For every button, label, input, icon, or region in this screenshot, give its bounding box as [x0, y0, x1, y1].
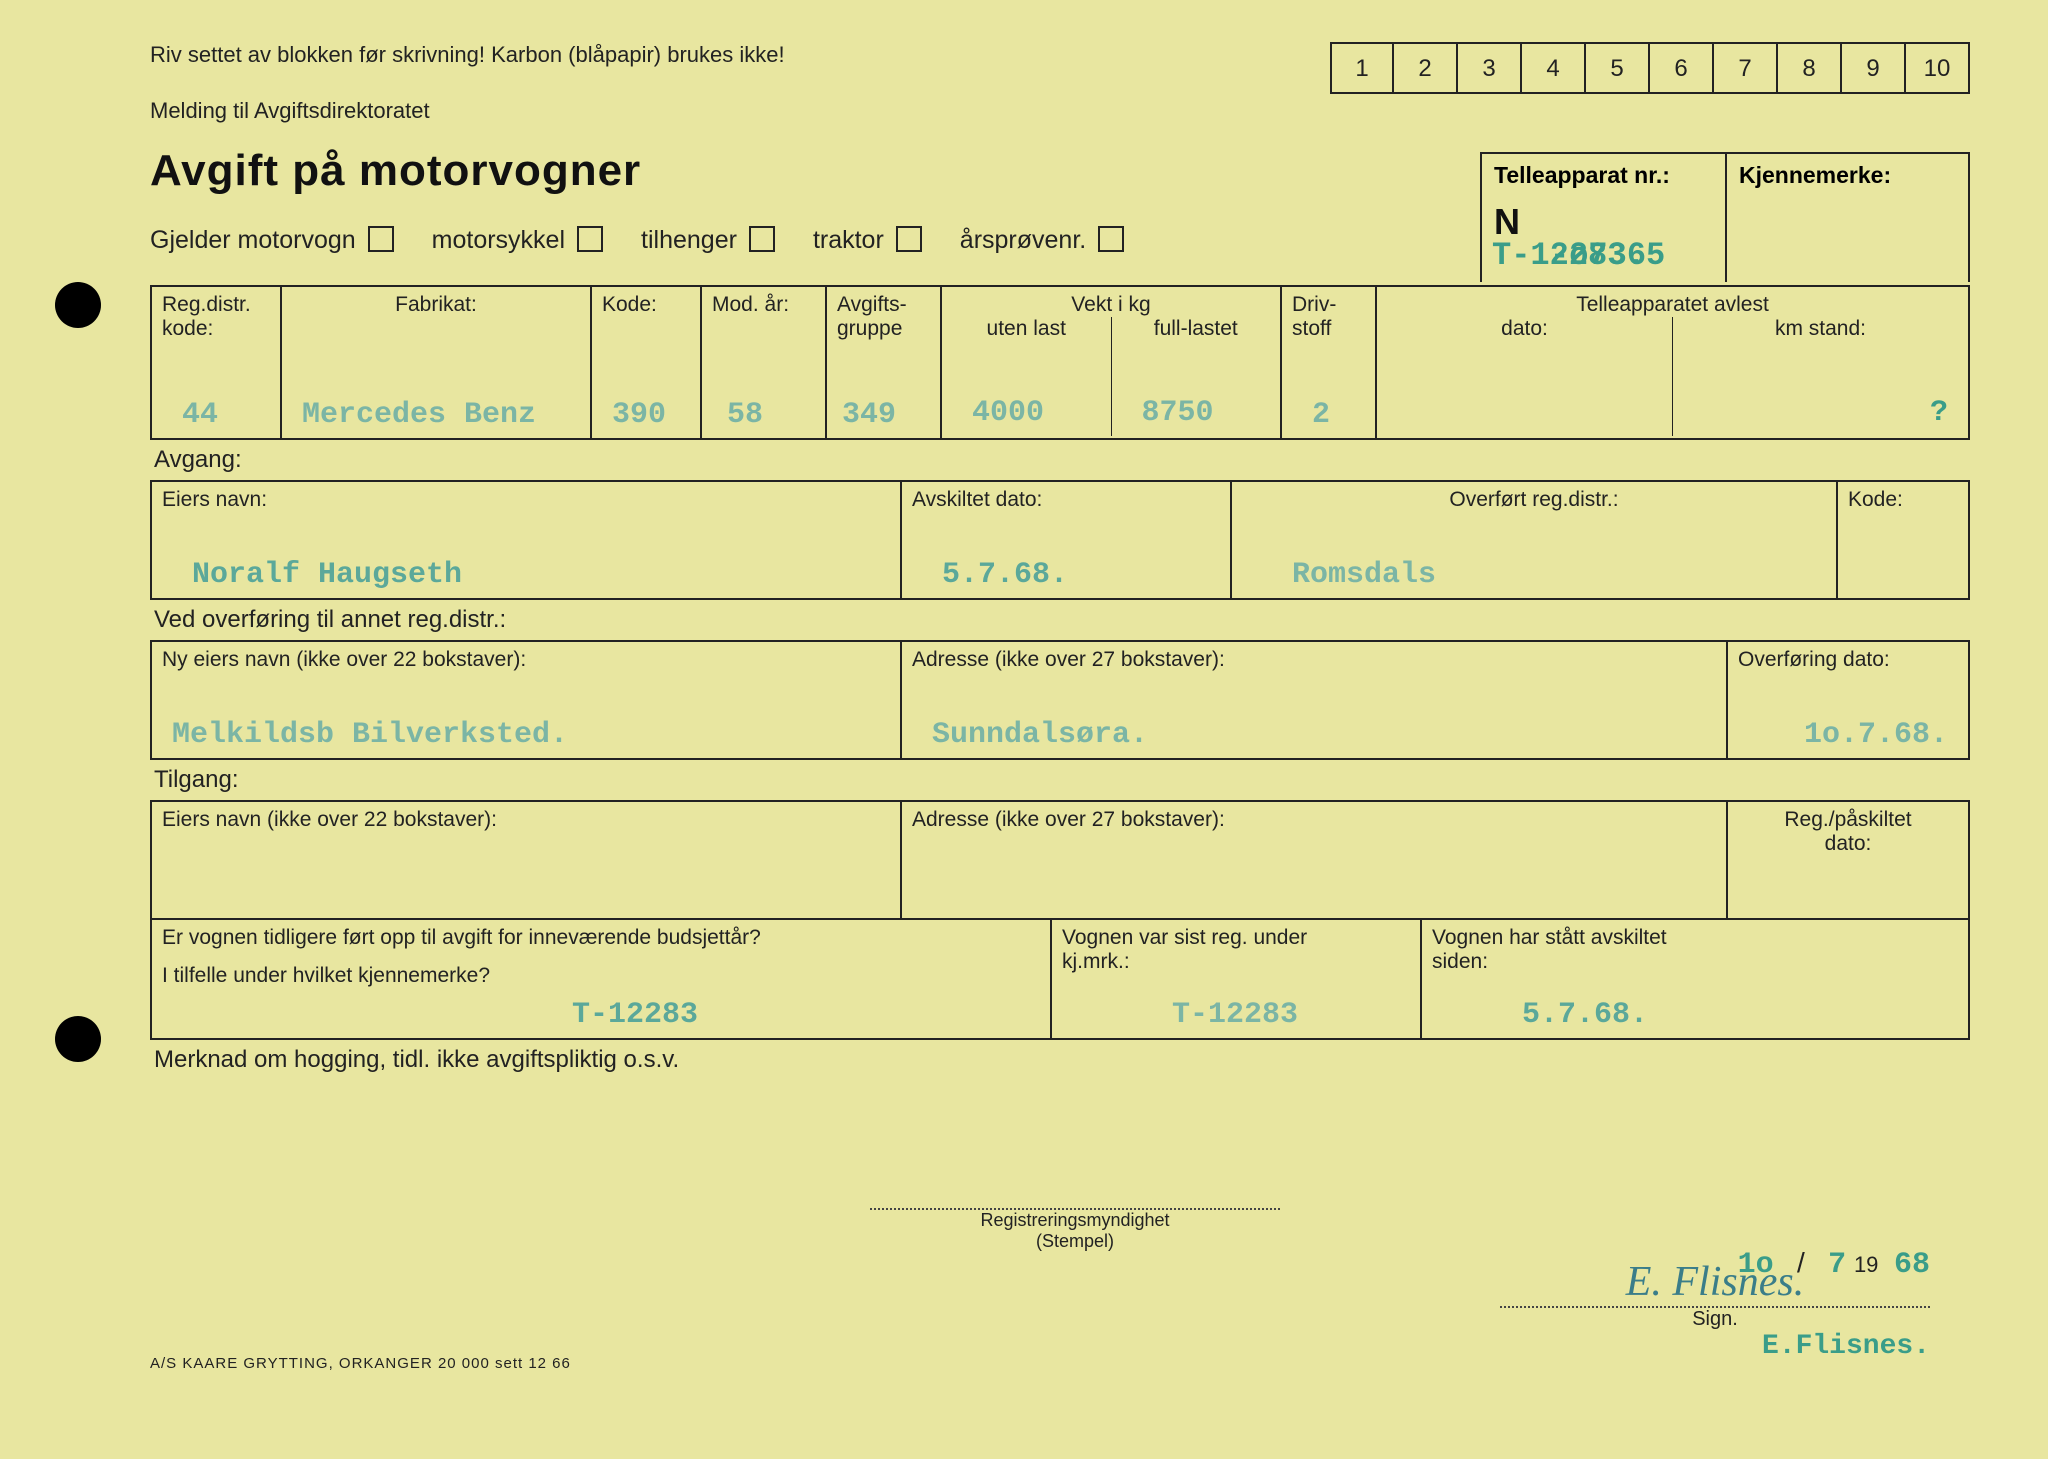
ovfreg-value: Romsdals [1292, 558, 1436, 592]
vekt-label: Vekt i kg [942, 287, 1280, 317]
kjennemerke-label: Kjennemerke: [1739, 162, 1956, 189]
avgang-section-label: Avgang: [154, 446, 1970, 474]
utenlast-label: uten last [952, 317, 1101, 341]
tilhenger-checkbox[interactable] [749, 226, 775, 252]
drivstoff-value: 2 [1312, 398, 1330, 432]
fabrikat-value: Mercedes Benz [302, 398, 536, 432]
ovfdato-label: Overføring dato: [1738, 648, 1958, 672]
motorsykkel-checkbox[interactable] [577, 226, 603, 252]
vehicle-data-row: Reg.distr. kode: 44 Fabrikat: Mercedes B… [150, 285, 1970, 440]
nyeier-label: Ny eiers navn (ikke over 22 bokstaver): [162, 648, 890, 672]
gjelder-label: Gjelder motorvogn [150, 226, 356, 254]
numbox-1: 1 [1330, 42, 1394, 94]
tilhenger-label: tilhenger [641, 226, 737, 254]
avgang-row: Eiers navn: Noralf Haugseth Avskiltet da… [150, 480, 1970, 600]
overforing-section-label: Ved overføring til annet reg.distr.: [154, 606, 1970, 634]
tilgang-eier-label: Eiers navn (ikke over 22 bokstaver): [162, 808, 890, 832]
eier-label: Eiers navn: [162, 488, 890, 512]
adr-label: Adresse (ikke over 27 bokstaver): [912, 648, 1716, 672]
kmstand-value: ? [1930, 396, 1948, 430]
motorsykkel-label: motorsykkel [432, 226, 565, 254]
stempel-label2: (Stempel) [870, 1231, 1280, 1252]
tilgang-row: Eiers navn (ikke over 22 bokstaver): Adr… [150, 800, 1970, 920]
ovfdato-value: 1o.7.68. [1804, 718, 1948, 752]
merknad-label: Merknad om hogging, tidl. ikke avgiftspl… [154, 1046, 1970, 1074]
overforing-row: Ny eiers navn (ikke over 22 bokstaver): … [150, 640, 1970, 760]
modar-label: Mod. år: [712, 293, 815, 317]
arsprovenr-label: årsprøvenr. [960, 226, 1086, 254]
ovfreg-label: Overført reg.distr.: [1242, 488, 1826, 512]
numbox-8: 8 [1778, 42, 1842, 94]
numbox-7: 7 [1714, 42, 1778, 94]
avgang-kode-label: Kode: [1848, 488, 1958, 512]
avsk-value: 5.7.68. [942, 558, 1068, 592]
sig-name: E.Flisnes. [1500, 1331, 1930, 1362]
numbox-3: 3 [1458, 42, 1522, 94]
avgifts-value: 349 [842, 398, 896, 432]
sistreg-label: Vognen var sist reg. under kj.mrk.: [1062, 926, 1410, 974]
question-row: Er vognen tidligere ført opp til avgift … [150, 920, 1970, 1040]
numbox-10: 10 [1906, 42, 1970, 94]
kjennemerke-box: Kjennemerke: T-12283. [1725, 152, 1970, 282]
kode-value: 390 [612, 398, 666, 432]
numbox-2: 2 [1394, 42, 1458, 94]
melding-text: Melding til Avgiftsdirektoratet [150, 98, 1970, 124]
regdistr-value: 44 [182, 398, 218, 432]
avsk-label: Avskiltet dato: [912, 488, 1220, 512]
avsk-q-label: Vognen har stått avskiltet siden: [1432, 926, 1958, 974]
fabrikat-label: Fabrikat: [292, 293, 580, 317]
avgifts-label: Avgifts- gruppe [837, 293, 930, 341]
dato-label: dato: [1387, 317, 1662, 341]
drivstoff-label: Driv- stoff [1292, 293, 1365, 341]
numbox-9: 9 [1842, 42, 1906, 94]
printer-info: A/S KAARE GRYTTING, ORKANGER 20 000 sett… [150, 1355, 571, 1372]
modar-value: 58 [727, 398, 763, 432]
kjennemerke-value: T-12283. [1492, 237, 1646, 274]
utenlast-value: 4000 [972, 396, 1044, 430]
sign-label: Sign. [1500, 1308, 1930, 1331]
tilgang-adr-label: Adresse (ikke over 27 bokstaver): [912, 808, 1716, 832]
sistreg-value: T-12283 [1172, 998, 1298, 1032]
adr-value: Sunndalsøra. [932, 718, 1148, 752]
kode-label: Kode: [602, 293, 690, 317]
signature-handwriting: E. Flisnes. [1500, 1258, 1930, 1306]
numbox-6: 6 [1650, 42, 1714, 94]
tilgang-regdato-label: Reg./påskiltet dato: [1738, 808, 1958, 856]
telleavl-label: Telleapparatet avlest [1377, 287, 1968, 317]
q1-label: Er vognen tidligere ført opp til avgift … [162, 926, 1040, 950]
eier-value: Noralf Haugseth [192, 558, 462, 592]
arsprovenr-checkbox[interactable] [1098, 226, 1124, 252]
avsk-q-value: 5.7.68. [1522, 998, 1648, 1032]
regdistr-label: Reg.distr. kode: [162, 293, 270, 341]
motorvogn-checkbox[interactable] [368, 226, 394, 252]
number-boxes: 1 2 3 4 5 6 7 8 9 10 [1330, 42, 1970, 94]
telleapparat-label: Telleapparat nr.: [1494, 162, 1713, 189]
stempel-label1: Registreringsmyndighet [870, 1210, 1280, 1231]
traktor-label: traktor [813, 226, 884, 254]
kmstand-label: km stand: [1683, 317, 1958, 341]
q2-label: I tilfelle under hvilket kjennemerke? [162, 964, 1040, 988]
numbox-4: 4 [1522, 42, 1586, 94]
fulllast-label: full-lastet [1122, 317, 1271, 341]
nyeier-value: Melkildsb Bilverksted. [172, 718, 568, 752]
tilgang-section-label: Tilgang: [154, 766, 1970, 794]
traktor-checkbox[interactable] [896, 226, 922, 252]
q2-value: T-12283 [572, 998, 698, 1032]
numbox-5: 5 [1586, 42, 1650, 94]
fulllast-value: 8750 [1142, 396, 1214, 430]
